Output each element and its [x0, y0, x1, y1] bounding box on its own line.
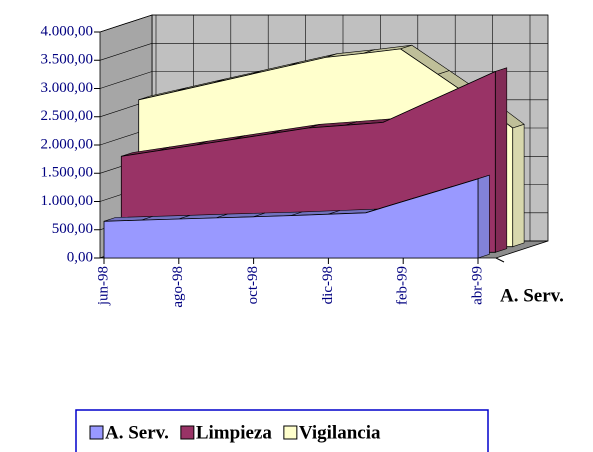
area-side: [512, 123, 525, 248]
legend-swatch: [283, 425, 298, 440]
legend-swatch: [89, 425, 104, 440]
y-tick-label: 1.500,00: [41, 165, 94, 181]
legend-label: Vigilancia: [299, 422, 381, 443]
x-tick-label: feb-99: [395, 266, 411, 305]
y-tick-label: 3.500,00: [41, 52, 94, 68]
area-side: [494, 67, 508, 253]
area: [103, 178, 479, 259]
y-tick-label: 0,00: [67, 249, 93, 265]
y-tick-label: 4.000,00: [41, 23, 94, 39]
x-tick-label: dic-98: [320, 266, 336, 304]
legend-swatch: [180, 425, 195, 440]
y-tick-label: 500,00: [52, 221, 93, 237]
y-tick-label: 2.000,00: [41, 136, 94, 152]
legend-label: A. Serv.: [105, 422, 169, 443]
y-tick-label: 1.000,00: [41, 193, 94, 209]
y-tick-label: 2.500,00: [41, 108, 94, 124]
x-tick-label: abr-99: [469, 266, 485, 305]
legend: A. Serv. Limpieza Vigilancia: [89, 422, 381, 443]
grid-line: [99, 14, 548, 33]
plot-marks: [103, 44, 525, 259]
legend-box: [75, 409, 489, 452]
plot-labels: 0,00 500,00 1.000,00 1.500,00 2.000,00 2.500,…: [41, 23, 564, 307]
y-tick-label: 3.000,00: [41, 80, 94, 96]
x-tick-label: oct-98: [245, 266, 261, 304]
depth-axis-label: A. Serv.: [500, 285, 564, 306]
x-tick-label: ago-98: [170, 266, 186, 308]
grid-line: [99, 42, 548, 61]
legend-label: Limpieza: [196, 422, 272, 443]
depth-tick-mark: [495, 257, 505, 263]
x-tick-label: jun-98: [95, 266, 111, 306]
area-side: [477, 174, 490, 259]
